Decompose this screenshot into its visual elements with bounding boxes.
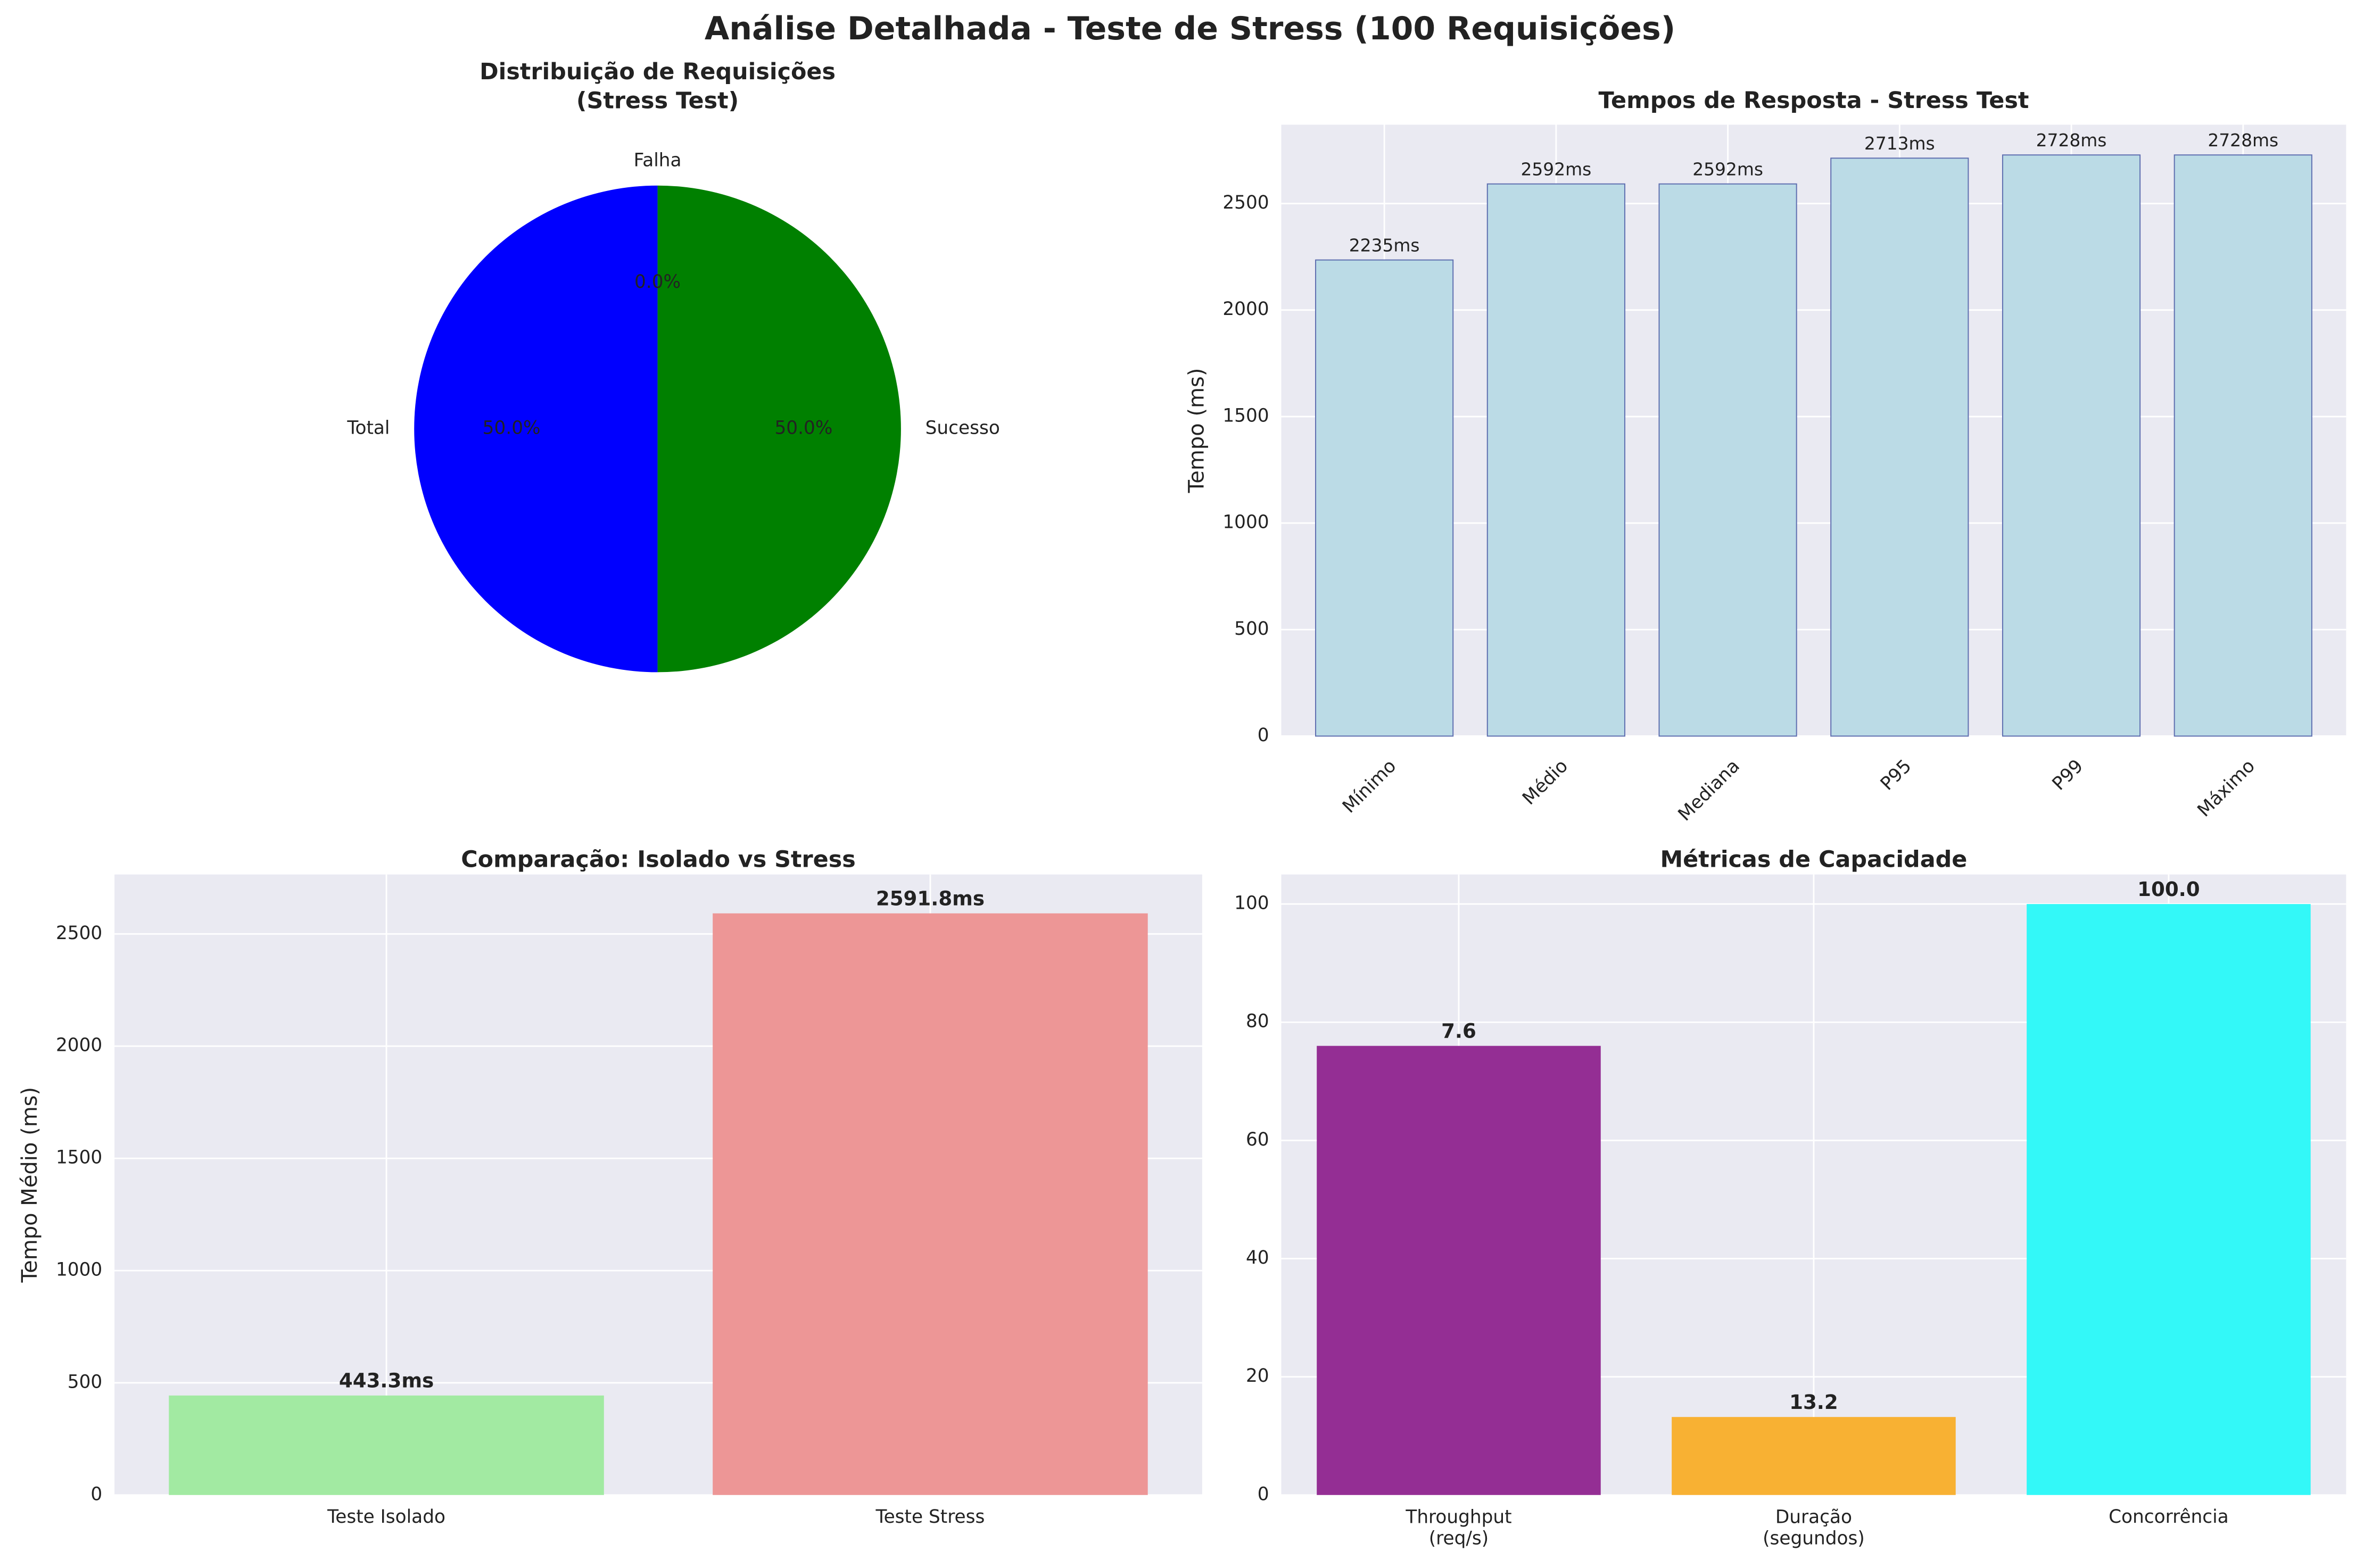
- x-tick-label: Concorrência: [2109, 1506, 2229, 1528]
- chart-title: Tempos de Resposta - Stress Test: [1599, 87, 2029, 114]
- bar: [713, 913, 1148, 1495]
- bar: [2174, 154, 2312, 737]
- x-tick-label: P95: [1877, 756, 1916, 795]
- y-tick-label: 1000: [56, 1259, 102, 1281]
- y-axis-label: Tempo (ms): [1184, 368, 1209, 494]
- chart-title: Comparação: Isolado vs Stress: [461, 846, 856, 873]
- x-tick-label: Mediana: [1674, 756, 1743, 825]
- value-label: 2235ms: [1349, 235, 1420, 255]
- pie-slice: [414, 185, 658, 673]
- bar: [1486, 183, 1625, 737]
- bar: [2002, 154, 2141, 737]
- y-tick-label: 500: [68, 1371, 102, 1392]
- bar: [169, 1395, 604, 1495]
- x-tick-label: Médio: [1518, 756, 1572, 809]
- chart-title: Distribuição de Requisições (Stress Test): [480, 59, 836, 114]
- value-label: 443.3ms: [339, 1370, 434, 1392]
- x-tick-label: Duração (segundos): [1763, 1506, 1865, 1549]
- slice-label: Sucesso: [925, 418, 1000, 439]
- value-label: 2728ms: [2036, 130, 2107, 151]
- bar: [1672, 1417, 1956, 1495]
- y-tick-label: 60: [1246, 1129, 1269, 1150]
- value-label: 7.6: [1441, 1019, 1476, 1042]
- slice-label: Total: [346, 418, 390, 439]
- y-tick-label: 1000: [1222, 512, 1269, 533]
- y-tick-label: 20: [1246, 1365, 1269, 1387]
- pie-slice: [657, 185, 901, 673]
- value-label: 100.0: [2137, 878, 2200, 901]
- y-tick-label: 2000: [56, 1035, 102, 1056]
- slice-percent: 50.0%: [774, 418, 832, 439]
- figure-title: Análise Detalhada - Teste de Stress (100…: [705, 10, 1675, 47]
- y-tick-label: 40: [1246, 1247, 1269, 1268]
- value-label: 2592ms: [1520, 159, 1591, 179]
- x-tick-label: Teste Isolado: [327, 1506, 445, 1528]
- y-tick-label: 1500: [56, 1147, 102, 1168]
- value-label: 2713ms: [1864, 133, 1935, 154]
- y-tick-label: 2500: [1222, 192, 1269, 213]
- y-tick-label: 2500: [56, 923, 102, 944]
- value-label: 2728ms: [2208, 130, 2278, 151]
- value-label: 2591.8ms: [876, 887, 985, 910]
- value-label: 2592ms: [1692, 159, 1763, 179]
- y-tick-label: 2000: [1222, 298, 1269, 320]
- y-axis-label: Tempo Médio (ms): [18, 1087, 42, 1283]
- bar: [1315, 259, 1454, 737]
- y-tick-label: 1500: [1222, 405, 1269, 426]
- slice-percent: 0.0%: [634, 271, 681, 293]
- y-tick-label: 0: [1258, 725, 1269, 746]
- bar: [1658, 183, 1797, 737]
- x-tick-label: Mínimo: [1338, 756, 1401, 818]
- y-tick-label: 80: [1246, 1011, 1269, 1032]
- bar: [2027, 904, 2311, 1495]
- x-tick-label: Teste Stress: [875, 1506, 985, 1528]
- value-label: 13.2: [1789, 1391, 1838, 1414]
- y-tick-label: 0: [90, 1483, 102, 1505]
- bar: [1317, 1046, 1601, 1495]
- y-tick-label: 0: [1258, 1483, 1269, 1505]
- y-tick-label: 500: [1234, 618, 1269, 640]
- y-tick-label: 100: [1234, 893, 1269, 914]
- chart-title: Métricas de Capacidade: [1660, 846, 1967, 873]
- x-tick-label: P99: [2048, 756, 2087, 795]
- slice-label: Falha: [634, 150, 682, 171]
- slice-percent: 50.0%: [483, 418, 541, 439]
- x-tick-label: Máximo: [2193, 756, 2259, 822]
- bar: [1830, 157, 1969, 737]
- plot-area: [1281, 125, 2346, 736]
- x-tick-label: Throughput (req/s): [1405, 1506, 1511, 1549]
